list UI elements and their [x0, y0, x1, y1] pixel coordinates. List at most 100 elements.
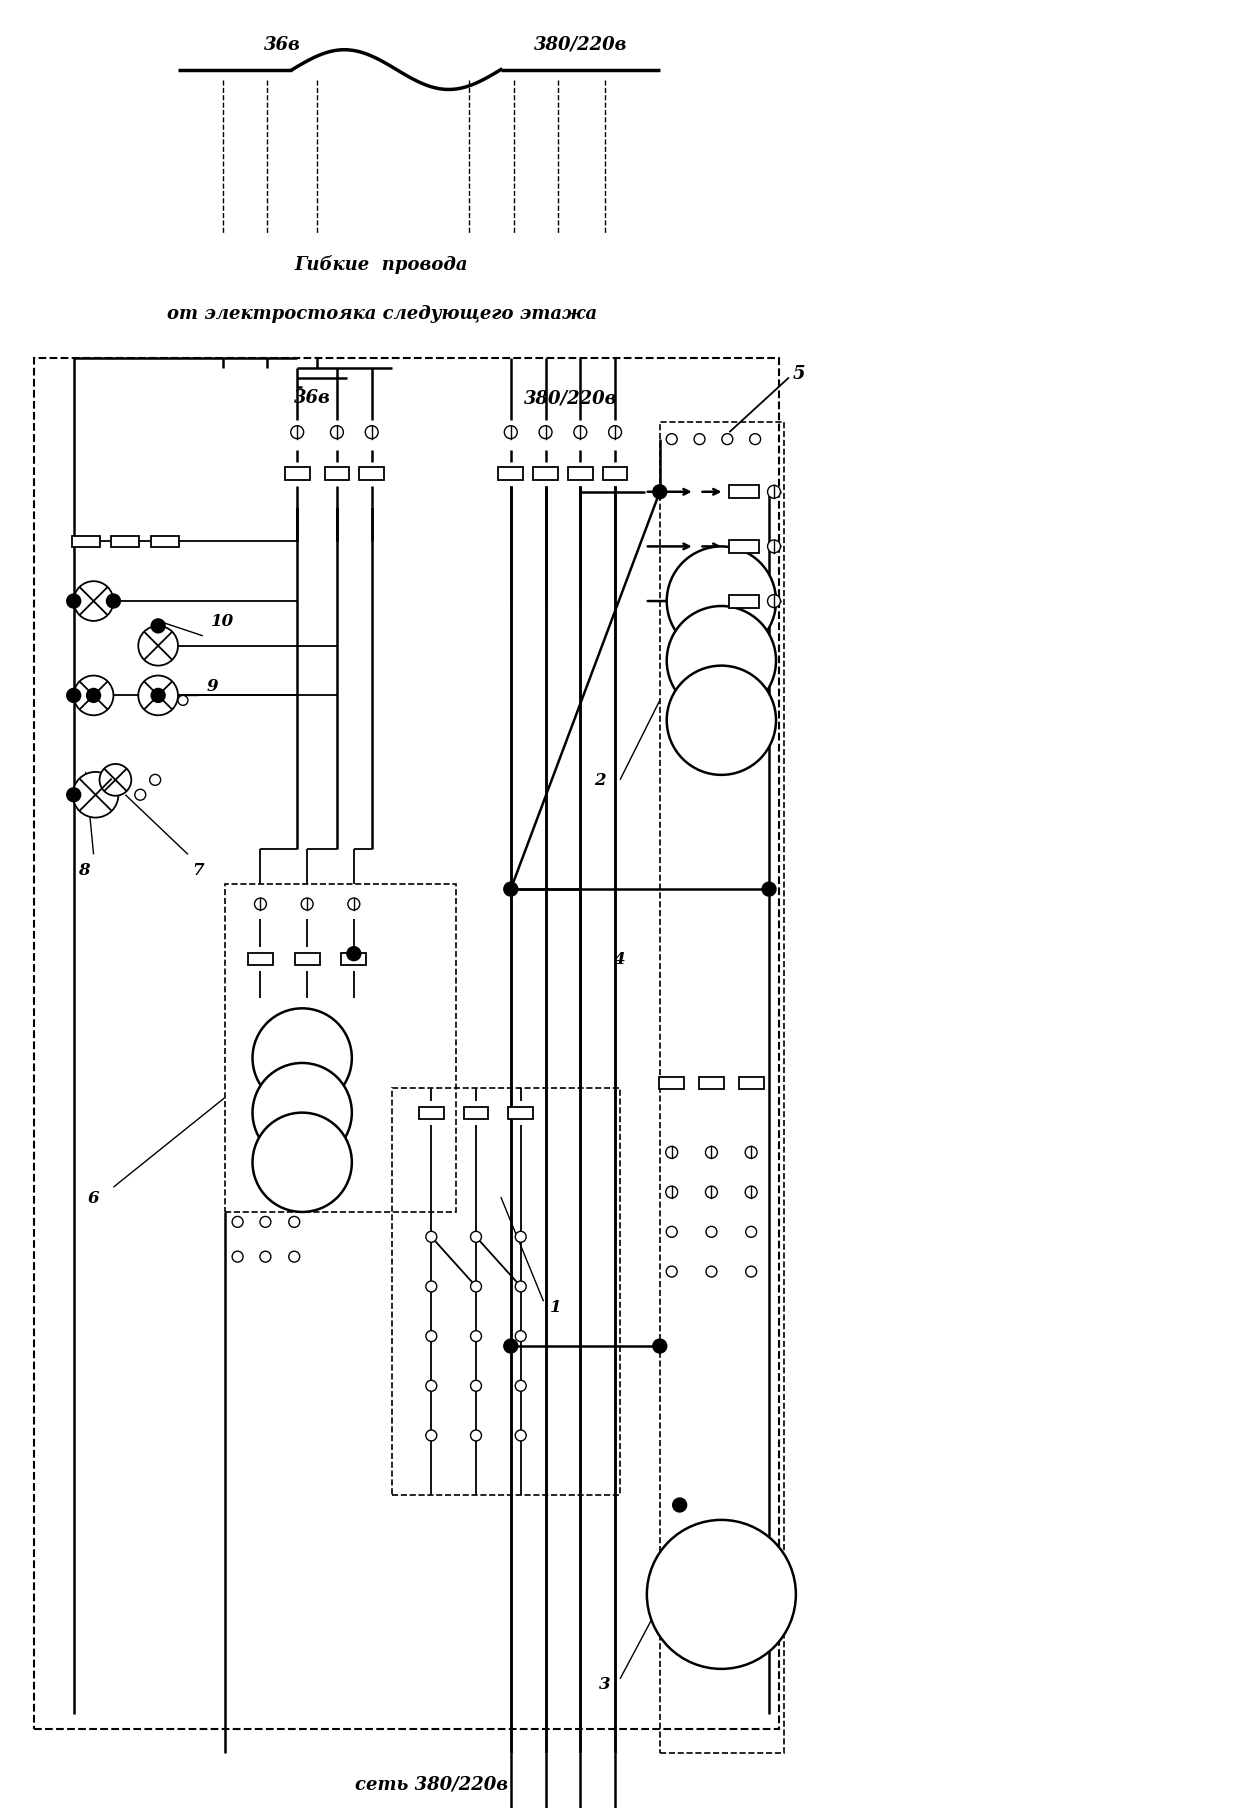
Bar: [730, 486, 759, 499]
Circle shape: [470, 1380, 482, 1391]
Circle shape: [138, 677, 178, 717]
Bar: [325, 468, 350, 481]
Circle shape: [152, 620, 166, 633]
Circle shape: [706, 1266, 717, 1277]
Circle shape: [331, 426, 344, 439]
Circle shape: [608, 426, 622, 439]
Circle shape: [745, 1186, 757, 1199]
Circle shape: [767, 595, 780, 608]
Bar: [391, 1088, 619, 1495]
Circle shape: [504, 1339, 518, 1353]
Text: 1: 1: [549, 1299, 562, 1315]
Circle shape: [666, 434, 677, 446]
Circle shape: [426, 1429, 436, 1440]
Circle shape: [539, 426, 552, 439]
Circle shape: [426, 1331, 436, 1342]
Bar: [360, 468, 384, 481]
Bar: [498, 468, 523, 481]
Circle shape: [134, 789, 145, 800]
Bar: [660, 1078, 685, 1088]
Circle shape: [288, 1217, 300, 1228]
Circle shape: [252, 1063, 352, 1163]
Bar: [224, 885, 456, 1212]
Circle shape: [706, 1146, 717, 1159]
Circle shape: [767, 486, 780, 499]
Circle shape: [252, 1114, 352, 1212]
Circle shape: [66, 789, 80, 802]
Circle shape: [746, 1226, 756, 1237]
Circle shape: [762, 883, 776, 896]
Bar: [152, 537, 179, 548]
Circle shape: [647, 1520, 796, 1669]
Circle shape: [260, 1252, 271, 1263]
Text: 380/220в: 380/220в: [524, 390, 617, 406]
Circle shape: [87, 689, 100, 704]
Circle shape: [750, 434, 761, 446]
Circle shape: [178, 697, 188, 706]
Circle shape: [232, 1217, 243, 1228]
Bar: [34, 359, 779, 1729]
Bar: [730, 595, 759, 608]
Circle shape: [74, 582, 113, 622]
Circle shape: [666, 1146, 677, 1159]
Text: 36в: 36в: [293, 390, 331, 406]
Circle shape: [574, 426, 587, 439]
Circle shape: [706, 1186, 717, 1199]
Text: 380/220в: 380/220в: [533, 36, 627, 54]
Circle shape: [515, 1380, 527, 1391]
Bar: [341, 952, 366, 965]
Text: 8: 8: [78, 862, 89, 878]
Circle shape: [767, 541, 780, 553]
Bar: [603, 468, 627, 481]
Circle shape: [667, 666, 776, 775]
Circle shape: [515, 1281, 527, 1292]
Circle shape: [347, 898, 360, 911]
Bar: [508, 1107, 533, 1119]
Text: Гибкие  провода: Гибкие провода: [295, 254, 469, 274]
Circle shape: [426, 1380, 436, 1391]
Circle shape: [745, 1146, 757, 1159]
Circle shape: [107, 595, 120, 610]
Text: 36в: 36в: [263, 36, 301, 54]
Circle shape: [666, 1186, 677, 1199]
Bar: [71, 537, 99, 548]
Circle shape: [149, 775, 161, 785]
Circle shape: [746, 1266, 756, 1277]
Text: 10: 10: [211, 613, 234, 629]
Circle shape: [722, 434, 732, 446]
Circle shape: [73, 773, 118, 818]
Circle shape: [470, 1232, 482, 1243]
Text: от электростояка следующего этажа: от электростояка следующего этажа: [167, 305, 597, 323]
Text: 3: 3: [599, 1676, 611, 1692]
Bar: [112, 537, 139, 548]
Circle shape: [653, 1339, 667, 1353]
Text: 4: 4: [614, 951, 626, 967]
Circle shape: [515, 1232, 527, 1243]
Circle shape: [347, 947, 361, 961]
Circle shape: [152, 689, 166, 704]
Circle shape: [470, 1281, 482, 1292]
Circle shape: [255, 898, 266, 911]
Circle shape: [672, 1498, 687, 1513]
Bar: [285, 468, 310, 481]
Text: 7: 7: [192, 862, 203, 878]
Circle shape: [653, 486, 667, 499]
Circle shape: [666, 1226, 677, 1237]
Circle shape: [667, 548, 776, 657]
Text: 5: 5: [793, 365, 805, 383]
Circle shape: [504, 426, 517, 439]
Bar: [533, 468, 558, 481]
Circle shape: [301, 898, 314, 911]
Circle shape: [291, 426, 303, 439]
Circle shape: [260, 1217, 271, 1228]
Circle shape: [232, 1252, 243, 1263]
Text: 6: 6: [88, 1188, 99, 1206]
Bar: [248, 952, 273, 965]
Text: 9: 9: [207, 678, 218, 695]
Circle shape: [515, 1331, 527, 1342]
Text: сеть 380/220в: сеть 380/220в: [355, 1774, 508, 1792]
Bar: [419, 1107, 444, 1119]
Circle shape: [515, 1429, 527, 1440]
Circle shape: [99, 764, 132, 796]
Circle shape: [66, 595, 80, 610]
